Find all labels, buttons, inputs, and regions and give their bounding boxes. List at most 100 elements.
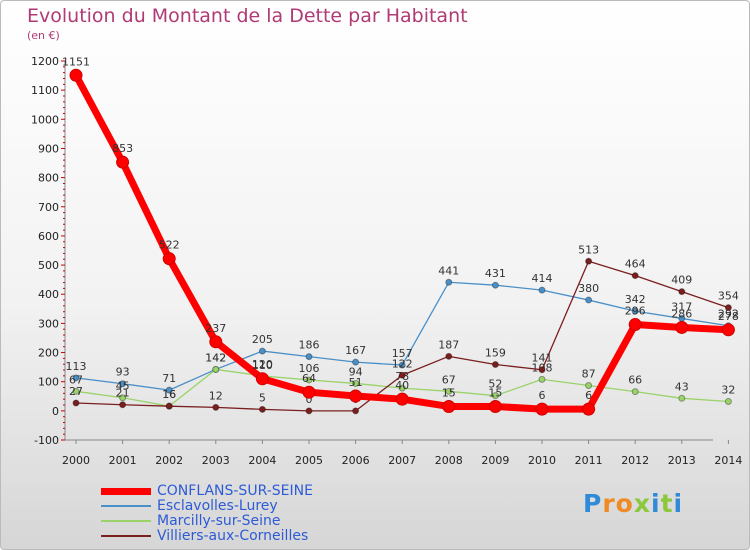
data-label: 67 <box>69 373 83 386</box>
data-label: 12 <box>209 389 223 402</box>
data-label: 142 <box>205 351 226 364</box>
x-tick-label: 2006 <box>342 454 370 467</box>
x-tick-label: 2001 <box>109 454 137 467</box>
data-point <box>582 402 596 416</box>
legend-swatch-conflans <box>101 488 151 495</box>
x-tick-label: 2000 <box>62 454 90 467</box>
data-point <box>631 272 639 280</box>
x-tick-label: 2002 <box>155 454 183 467</box>
x-tick-label: 2013 <box>668 454 696 467</box>
data-label: 187 <box>438 338 459 351</box>
legend-label-esclavolles: Esclavolles-Lurey <box>157 498 278 514</box>
data-label: 27 <box>69 385 83 398</box>
data-label: 67 <box>442 373 456 386</box>
data-point <box>678 288 686 296</box>
data-label: 278 <box>718 310 739 323</box>
logo-letter: i <box>651 489 661 518</box>
legend-swatch-villiers <box>101 535 151 537</box>
data-label: 431 <box>485 267 506 280</box>
data-label: 16 <box>162 388 176 401</box>
data-point <box>72 399 80 407</box>
data-point <box>398 371 406 379</box>
data-point <box>212 365 220 373</box>
data-label: 87 <box>582 367 596 380</box>
data-point <box>724 304 732 312</box>
y-tick-label: 900 <box>38 142 59 155</box>
data-label: 354 <box>718 290 739 303</box>
data-label: 71 <box>162 372 176 385</box>
data-label: 141 <box>532 352 553 365</box>
data-point <box>491 392 499 400</box>
data-point <box>585 381 593 389</box>
data-point <box>395 392 409 406</box>
data-label: 342 <box>625 293 646 306</box>
data-point <box>119 380 127 388</box>
y-tick-label: 100 <box>38 376 59 389</box>
logo-letter: P <box>583 489 603 518</box>
data-point <box>721 323 735 337</box>
data-point <box>258 405 266 413</box>
x-tick-label: 2008 <box>435 454 463 467</box>
data-point <box>349 389 363 403</box>
legend-swatch-marcilly <box>101 520 151 522</box>
logo-letter: t <box>660 489 674 518</box>
data-point <box>724 398 732 406</box>
data-label: 15 <box>442 386 456 399</box>
data-point <box>585 296 593 304</box>
data-label: 122 <box>392 357 413 370</box>
data-label: 52 <box>488 378 502 391</box>
data-label: 64 <box>302 372 316 385</box>
data-point <box>491 281 499 289</box>
chart-title: Evolution du Montant de la Dette par Hab… <box>27 5 468 27</box>
data-point <box>69 68 83 82</box>
data-label: 110 <box>252 359 273 372</box>
data-point <box>352 407 360 415</box>
x-tick-label: 2007 <box>388 454 416 467</box>
data-label: 142 <box>205 351 226 364</box>
data-point <box>398 384 406 392</box>
data-label: 106 <box>299 362 320 375</box>
data-point <box>398 361 406 369</box>
data-label: 167 <box>345 344 366 357</box>
data-label: 15 <box>488 386 502 399</box>
logo-letter: x <box>633 489 651 518</box>
y-tick-label: 500 <box>38 259 59 272</box>
data-point <box>212 403 220 411</box>
data-point <box>445 352 453 360</box>
data-label: 51 <box>349 376 363 389</box>
data-label: 853 <box>112 142 133 155</box>
data-label: 6 <box>539 389 546 402</box>
data-point <box>305 376 313 384</box>
chart-unit: (en €) <box>27 29 60 42</box>
data-label: 43 <box>675 380 689 393</box>
data-point <box>628 318 642 332</box>
legend-label-villiers: Villiers-aux-Corneilles <box>157 528 309 544</box>
data-point <box>305 353 313 361</box>
data-point <box>255 372 269 386</box>
data-point <box>538 366 546 374</box>
data-label: 1151 <box>62 55 90 68</box>
x-tick-label: 2014 <box>714 454 742 467</box>
legend-swatch-esclavolles <box>101 505 151 507</box>
data-label: 157 <box>392 347 413 360</box>
data-point <box>258 347 266 355</box>
y-tick-label: 800 <box>38 172 59 185</box>
data-label: 5 <box>259 391 266 404</box>
data-point <box>445 278 453 286</box>
data-label: 286 <box>671 307 692 320</box>
data-point <box>302 385 316 399</box>
legend-label-conflans: CONFLANS-SUR-SEINE <box>157 483 313 499</box>
data-point <box>72 387 80 395</box>
data-label: 414 <box>532 272 553 285</box>
data-point <box>538 375 546 383</box>
data-label: 6 <box>585 389 592 402</box>
data-point <box>119 394 127 402</box>
data-label: 94 <box>349 365 363 378</box>
data-point <box>678 394 686 402</box>
y-tick-label: -100 <box>34 434 59 447</box>
x-tick-label: 2003 <box>202 454 230 467</box>
data-label: 317 <box>671 300 692 313</box>
y-tick-label: 0 <box>52 405 59 418</box>
data-label: 237 <box>205 322 226 335</box>
